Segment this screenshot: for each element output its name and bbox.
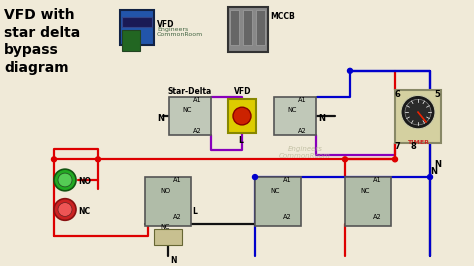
FancyBboxPatch shape <box>228 7 268 52</box>
Circle shape <box>401 95 435 129</box>
Circle shape <box>58 173 72 187</box>
Text: TIMER: TIMER <box>407 140 429 145</box>
Text: MCCB: MCCB <box>270 12 295 21</box>
FancyBboxPatch shape <box>230 10 239 45</box>
FancyBboxPatch shape <box>154 229 182 245</box>
Text: N: N <box>318 114 325 123</box>
Circle shape <box>52 157 56 162</box>
Text: NC: NC <box>78 206 90 215</box>
Text: Star-Delta: Star-Delta <box>168 86 212 95</box>
Text: A1: A1 <box>298 97 307 103</box>
FancyBboxPatch shape <box>122 17 152 27</box>
Text: N: N <box>434 160 441 169</box>
FancyBboxPatch shape <box>395 89 441 143</box>
Circle shape <box>58 203 72 216</box>
Circle shape <box>343 157 347 162</box>
Text: N: N <box>170 256 176 265</box>
Text: A1: A1 <box>373 177 382 183</box>
Text: CommonRoom: CommonRoom <box>157 32 203 38</box>
FancyBboxPatch shape <box>255 177 301 226</box>
Text: A1: A1 <box>173 177 182 183</box>
Text: N: N <box>430 167 437 176</box>
Circle shape <box>428 174 432 180</box>
FancyBboxPatch shape <box>145 177 191 226</box>
Circle shape <box>405 99 431 125</box>
Text: 6: 6 <box>395 89 401 98</box>
Text: A2: A2 <box>173 214 182 221</box>
Text: NC: NC <box>360 188 370 194</box>
FancyBboxPatch shape <box>122 30 140 51</box>
FancyBboxPatch shape <box>256 10 265 45</box>
Text: A1: A1 <box>193 97 201 103</box>
Text: A2: A2 <box>193 128 202 134</box>
Text: diagram: diagram <box>4 61 69 75</box>
Text: bypass: bypass <box>4 43 59 57</box>
Text: NC: NC <box>270 188 280 194</box>
FancyBboxPatch shape <box>345 177 391 226</box>
Circle shape <box>392 157 398 162</box>
Circle shape <box>95 157 100 162</box>
Text: 8: 8 <box>411 142 417 151</box>
FancyBboxPatch shape <box>120 10 154 45</box>
Circle shape <box>233 107 251 125</box>
Text: 5: 5 <box>434 89 440 98</box>
Text: star delta: star delta <box>4 26 80 40</box>
Text: L: L <box>238 136 243 145</box>
Circle shape <box>253 174 257 180</box>
Circle shape <box>54 199 76 220</box>
Text: A2: A2 <box>298 128 307 134</box>
Text: NO: NO <box>160 188 170 194</box>
Text: Engineers
CommonRoom: Engineers CommonRoom <box>279 146 331 159</box>
FancyBboxPatch shape <box>169 97 211 135</box>
Text: NC: NC <box>160 224 170 230</box>
Text: VFD: VFD <box>157 20 174 29</box>
Text: VFD with: VFD with <box>4 8 74 22</box>
Text: 7: 7 <box>395 142 401 151</box>
Text: NO: NO <box>78 177 91 186</box>
FancyBboxPatch shape <box>228 99 256 133</box>
FancyBboxPatch shape <box>244 10 253 45</box>
Text: N: N <box>157 114 164 123</box>
Text: VFD: VFD <box>234 86 252 95</box>
Text: NC: NC <box>182 107 191 113</box>
Circle shape <box>54 169 76 191</box>
Text: A2: A2 <box>373 214 382 221</box>
Text: A2: A2 <box>283 214 292 221</box>
Text: NC: NC <box>287 107 297 113</box>
Text: Engineers: Engineers <box>157 27 188 32</box>
Text: A1: A1 <box>283 177 292 183</box>
Circle shape <box>347 68 353 73</box>
FancyBboxPatch shape <box>274 97 316 135</box>
Text: L: L <box>192 206 197 215</box>
